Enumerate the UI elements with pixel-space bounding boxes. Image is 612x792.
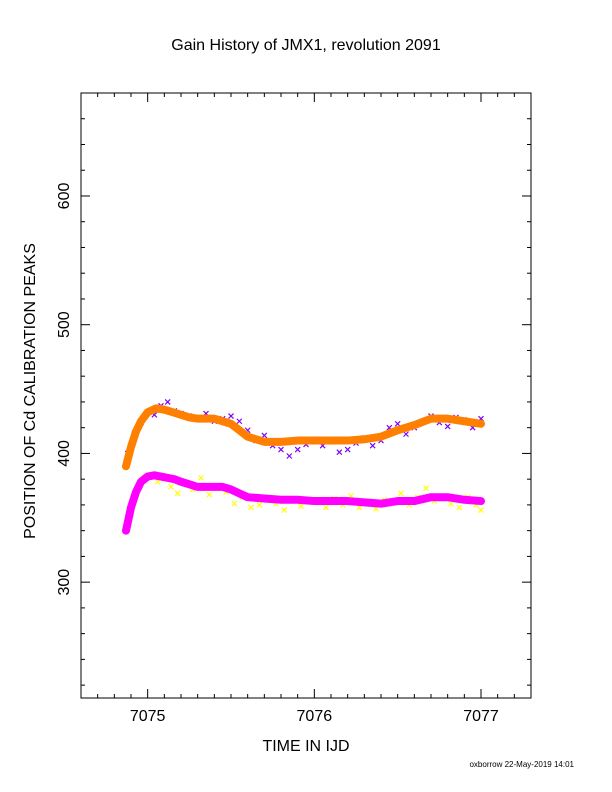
data-point — [398, 490, 404, 497]
data-point — [228, 413, 234, 420]
x-tick-label: 7076 — [297, 708, 333, 725]
data-point — [286, 453, 293, 459]
data-point — [231, 500, 238, 507]
x-tick-labels: 7075 7076 7077 — [130, 708, 499, 725]
x-tick-label: 7077 — [463, 708, 499, 725]
data-point — [294, 446, 301, 453]
data-point — [168, 483, 174, 490]
data-point — [423, 485, 429, 492]
y-axis-label: POSITION OF Cd CALIBRATION PEAKS — [22, 243, 39, 539]
data-point — [456, 504, 463, 511]
data-point — [344, 446, 351, 453]
data-point — [298, 503, 304, 510]
series-0 — [124, 399, 484, 459]
data-point — [369, 442, 376, 449]
data-point — [206, 491, 213, 498]
data-point — [198, 474, 204, 481]
data-point — [164, 399, 171, 405]
plot-frame — [80, 92, 532, 699]
x-axis-label: TIME IN IJD — [262, 738, 350, 755]
data-point — [278, 446, 284, 453]
axis-ticks — [80, 92, 532, 698]
data-point — [323, 504, 329, 511]
data-point — [256, 501, 263, 508]
chart-title: Gain History of JMX1, revolution 2091 — [171, 37, 441, 54]
footer-credit: oxborrow 22-May-2019 14:01 — [469, 760, 574, 769]
data-point — [248, 504, 254, 511]
data-point — [236, 418, 243, 425]
series-line — [122, 471, 485, 535]
y-tick-label: 600 — [56, 183, 73, 210]
data-point — [444, 423, 451, 430]
data-point — [403, 431, 409, 438]
data-point — [478, 507, 484, 513]
series-2 — [122, 404, 485, 471]
data-point — [174, 490, 181, 497]
data-point — [336, 449, 343, 456]
data-point — [261, 432, 268, 439]
y-tick-label: 500 — [56, 311, 73, 338]
data-point — [394, 420, 401, 427]
y-tick-labels: 300 400 500 600 — [56, 183, 73, 596]
y-tick-label: 400 — [56, 440, 73, 467]
data-point — [281, 507, 288, 513]
y-tick-label: 300 — [56, 569, 73, 596]
series-line — [122, 404, 485, 471]
x-tick-label: 7075 — [130, 708, 166, 725]
data-series — [122, 399, 485, 535]
series-3 — [122, 471, 485, 535]
